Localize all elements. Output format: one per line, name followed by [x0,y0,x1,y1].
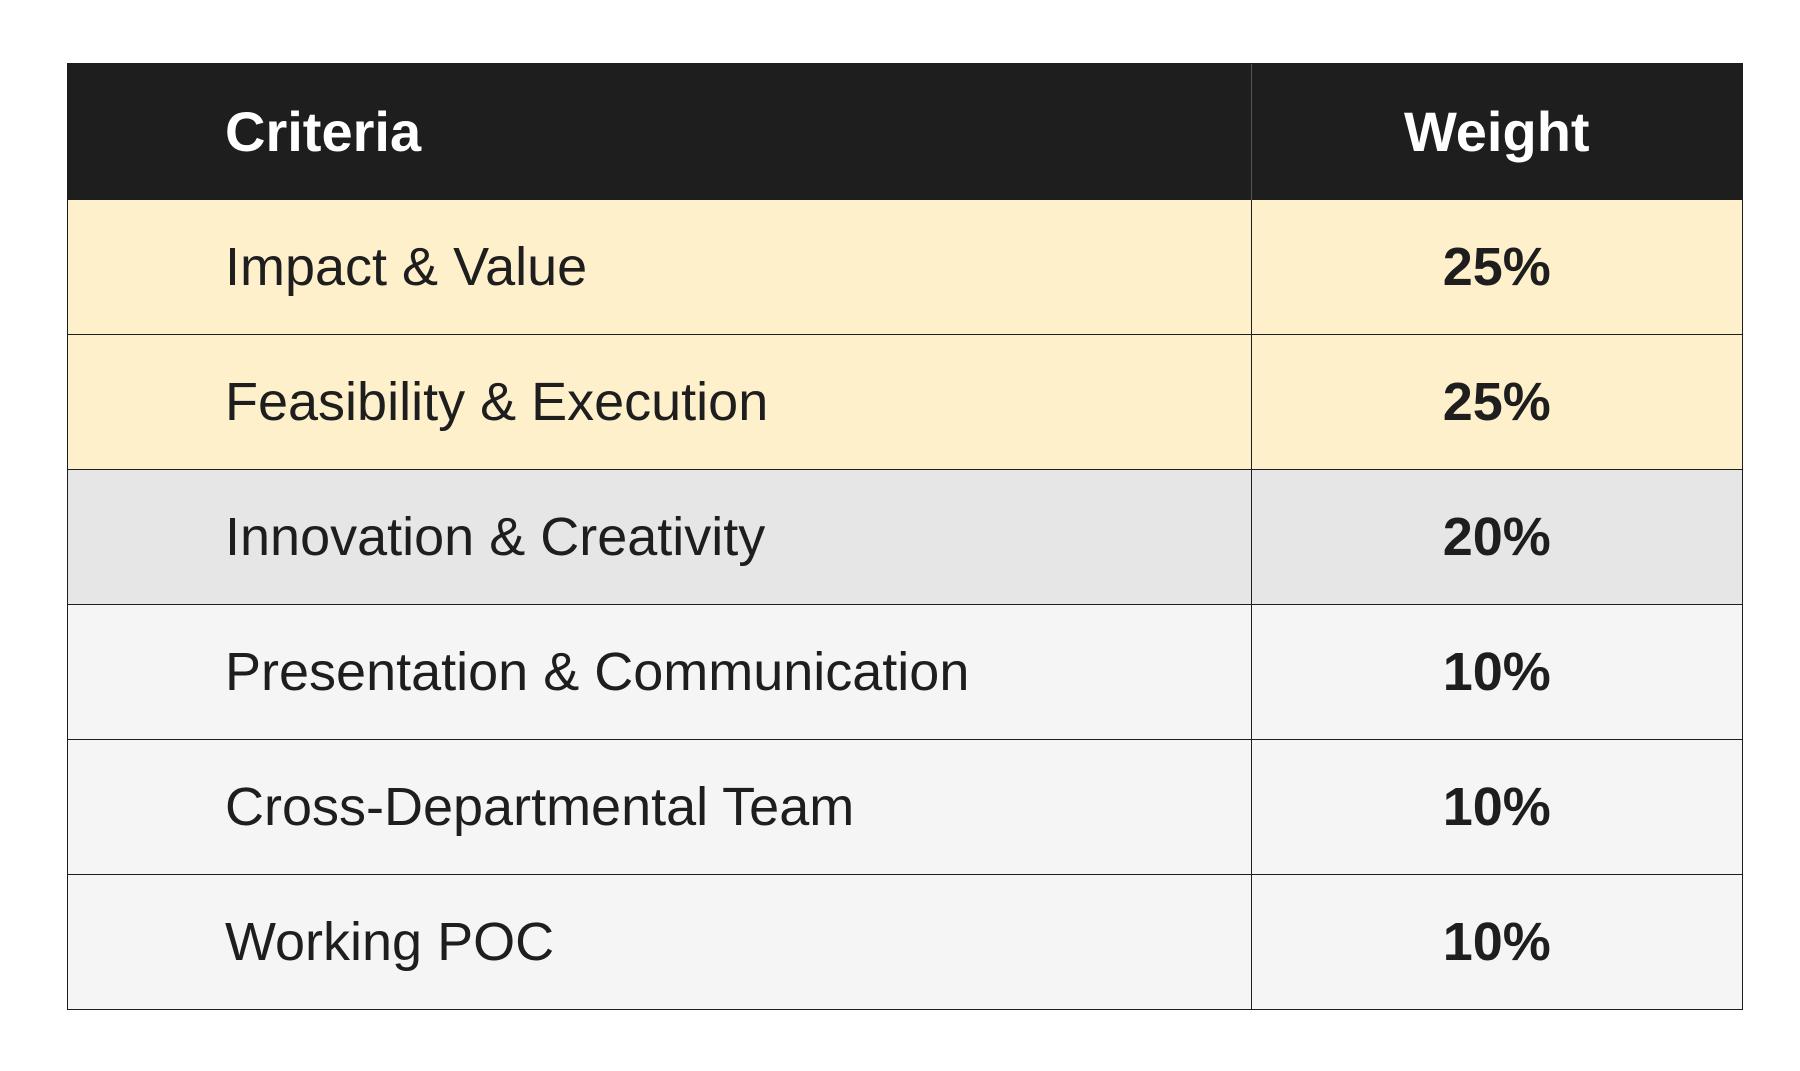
criteria-column-header: Criteria [68,64,1252,199]
weight-cell: 10% [1251,738,1742,874]
weight-cell: 20% [1251,468,1742,604]
weight-cell: 10% [1251,873,1742,1009]
table-row: Feasibility & Execution 25% [68,333,1742,469]
table-row: Cross-Departmental Team 10% [68,738,1742,874]
table-header: Criteria Weight [68,64,1742,199]
weight-column-header: Weight [1251,64,1742,199]
criteria-weight-table-container: Criteria Weight Impact & Value 25% Feasi… [67,63,1743,1010]
weight-cell: 25% [1251,333,1742,469]
criteria-cell: Cross-Departmental Team [68,738,1252,874]
criteria-cell: Feasibility & Execution [68,333,1252,469]
weight-cell: 25% [1251,198,1742,334]
criteria-cell: Presentation & Communication [68,603,1252,739]
table-row: Presentation & Communication 10% [68,603,1742,739]
header-row: Criteria Weight [68,64,1742,199]
table-body: Impact & Value 25% Feasibility & Executi… [68,198,1742,1009]
criteria-cell: Working POC [68,873,1252,1009]
table-row: Innovation & Creativity 20% [68,468,1742,604]
weight-cell: 10% [1251,603,1742,739]
criteria-cell: Innovation & Creativity [68,468,1252,604]
criteria-weight-table: Criteria Weight Impact & Value 25% Feasi… [68,64,1742,1009]
table-row: Impact & Value 25% [68,198,1742,334]
table-row: Working POC 10% [68,873,1742,1009]
criteria-cell: Impact & Value [68,198,1252,334]
